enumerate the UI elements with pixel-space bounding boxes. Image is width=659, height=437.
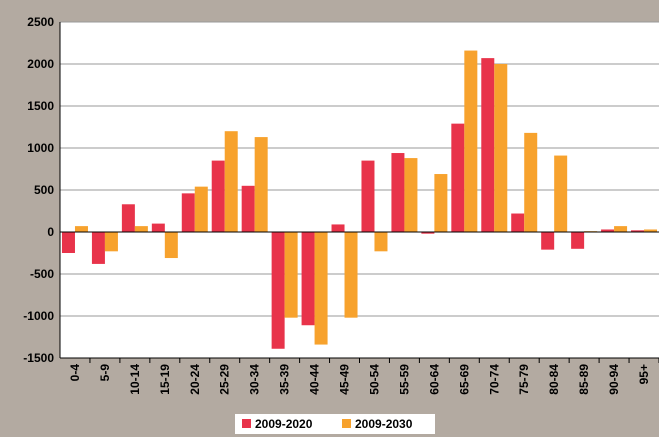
legend: 2009-2020 2009-2030 (235, 414, 435, 434)
bar (344, 232, 358, 318)
bar (104, 232, 118, 252)
bar (404, 158, 418, 232)
bar (631, 230, 645, 232)
bar (451, 123, 465, 232)
bar (151, 223, 165, 232)
bar (331, 224, 345, 232)
bar (284, 232, 298, 318)
x-tick-label: 60-64 (427, 364, 441, 395)
x-tick-label: 50-54 (367, 364, 381, 395)
y-tick-label: -1000 (23, 309, 54, 323)
x-tick-label: 95+ (637, 364, 651, 384)
x-tick-label: 55-59 (397, 364, 411, 395)
bar (644, 229, 658, 232)
bar (61, 232, 75, 253)
bar (524, 132, 538, 232)
bar (241, 185, 255, 232)
bar (434, 174, 448, 232)
x-tick-label: 0-4 (68, 364, 82, 382)
y-tick-label: 500 (34, 183, 54, 197)
y-tick-label: 2000 (27, 57, 54, 71)
bar (421, 232, 435, 234)
bar (541, 232, 555, 250)
bar (134, 226, 148, 232)
bar (511, 213, 525, 232)
x-tick-label: 65-69 (457, 364, 471, 395)
x-tick-label: 40-44 (308, 364, 322, 395)
bar (121, 204, 135, 232)
bar (74, 226, 88, 232)
bar (271, 232, 285, 349)
bar (614, 226, 628, 232)
x-tick-label: 35-39 (278, 364, 292, 395)
legend-box (235, 414, 435, 434)
x-tick-label: 85-89 (577, 364, 591, 395)
x-tick-label: 70-74 (487, 364, 501, 395)
x-tick-label: 30-34 (248, 364, 262, 395)
y-tick-label: 2500 (27, 15, 54, 29)
y-tick-label: -1500 (23, 351, 54, 365)
x-tick-label: 5-9 (98, 364, 112, 382)
x-tick-label: 20-24 (188, 364, 202, 395)
x-tick-label: 10-14 (128, 364, 142, 395)
x-tick-label: 45-49 (338, 364, 352, 395)
bar (194, 186, 208, 232)
bar (211, 160, 225, 232)
y-tick-label: 0 (47, 225, 54, 239)
bar (164, 232, 178, 259)
bar (554, 155, 568, 232)
bar (391, 153, 405, 232)
y-tick-label: -500 (30, 267, 54, 281)
y-tick-label: 1500 (27, 99, 54, 113)
y-tick-label: 1000 (27, 141, 54, 155)
bar (481, 58, 495, 233)
bar (314, 232, 328, 345)
x-tick-label: 25-29 (218, 364, 232, 395)
bar (224, 131, 238, 232)
legend-label: 2009-2020 (255, 417, 313, 431)
legend-swatch (342, 419, 351, 428)
bar (91, 232, 105, 264)
bar (361, 160, 375, 232)
x-tick-label: 15-19 (158, 364, 172, 395)
bar (374, 232, 388, 252)
legend-label: 2009-2030 (355, 417, 413, 431)
x-tick-label: 75-79 (517, 364, 531, 395)
bar (494, 64, 508, 232)
bar (254, 137, 268, 232)
legend-swatch (242, 419, 251, 428)
bar (464, 50, 478, 233)
bar (181, 193, 195, 232)
bar (601, 229, 615, 232)
bar (571, 232, 585, 249)
bar (301, 232, 315, 326)
x-tick-label: 90-94 (607, 364, 621, 395)
x-tick-label: 80-84 (547, 364, 561, 395)
